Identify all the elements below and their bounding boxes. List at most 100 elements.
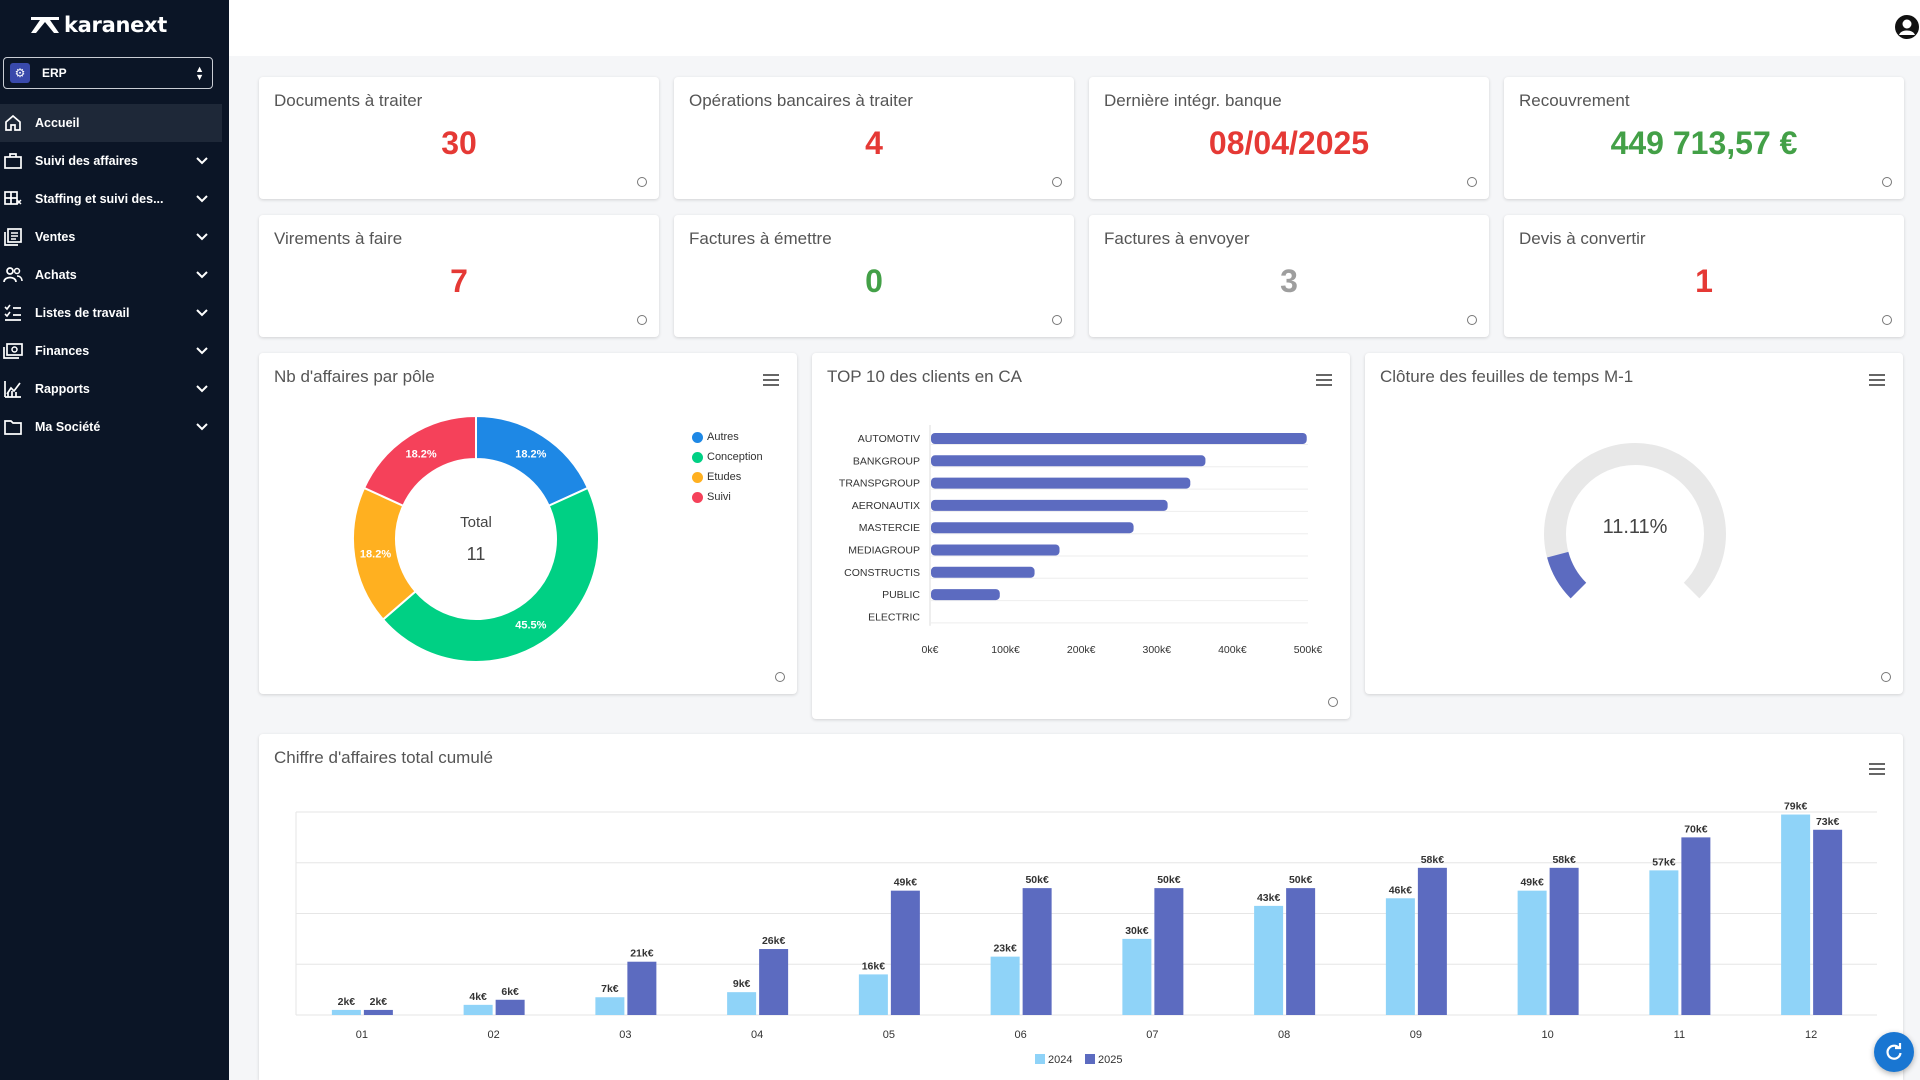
donut-slice-suivi[interactable] [362,414,477,508]
kpi-card-recouvrement[interactable]: Recouvrement 449 713,57 € [1504,77,1904,199]
sidebar-item-listes-travail[interactable]: Listes de travail [0,294,229,332]
refresh-circle-icon[interactable] [1467,177,1477,187]
bar-2024-06[interactable] [990,956,1020,1015]
legend-item-autres[interactable]: Autres [692,431,739,443]
bar-mastercie[interactable] [931,522,1134,534]
module-select[interactable]: ⚙ ERP ▲ ▼ [3,57,213,89]
refresh-circle-icon[interactable] [1467,315,1477,325]
donut-slice-autres[interactable] [475,414,590,508]
brand-logo[interactable]: karanext [0,0,229,50]
bar-constructis[interactable] [931,566,1035,578]
bar-2025-07[interactable] [1154,888,1184,1015]
sidebar-item-suivi-affaires[interactable]: Suivi des affaires [0,142,229,180]
bar-2025-01[interactable] [363,1009,393,1015]
bar-2024-12[interactable] [1781,814,1811,1015]
kpi-value: 1 [1695,263,1713,299]
refresh-circle-icon[interactable] [1882,177,1892,187]
bar-2024-04[interactable] [727,992,757,1015]
bar-2024-02[interactable] [463,1004,493,1015]
refresh-fab-button[interactable] [1874,1032,1914,1072]
bar-value-label: 6k€ [501,986,519,998]
sidebar-item-accueil[interactable]: Accueil [0,104,222,142]
legend-item-etudes[interactable]: Etudes [692,471,741,483]
bar-2025-02[interactable] [495,999,525,1015]
bar-2024-08[interactable] [1254,905,1284,1015]
chart-menu-icon[interactable] [1316,373,1332,387]
y-tick-label: MEDIAGROUP [848,545,920,557]
kpi-card-derniere-integr[interactable]: Dernière intégr. banque 08/04/2025 [1089,77,1489,199]
kpi-card-virements[interactable]: Virements à faire 7 [259,215,659,337]
bar-2025-09[interactable] [1417,867,1447,1015]
legend-item-conception[interactable]: Conception [692,451,763,463]
bar-2025-03[interactable] [627,961,657,1015]
sidebar-nav: Accueil Suivi des affaires Staffing et s… [0,104,229,446]
user-account-icon[interactable] [1894,14,1920,40]
chart-title: Nb d'affaires par pôle [274,367,435,386]
timesheet-gauge-card: Clôture des feuilles de temps M-1 11.11% [1365,353,1903,694]
kpi-value: 7 [450,263,468,299]
sidebar-item-label: Rapports [35,382,90,396]
chart-menu-icon[interactable] [1869,373,1885,387]
sidebar-item-ma-societe[interactable]: Ma Société [0,408,229,446]
sidebar-item-achats[interactable]: Achats [0,256,229,294]
refresh-circle-icon[interactable] [1052,315,1062,325]
bar-2025-12[interactable] [1813,829,1843,1015]
refresh-circle-icon[interactable] [1328,697,1338,707]
kpi-card-devis-convertir[interactable]: Devis à convertir 1 [1504,215,1904,337]
kpi-value: 0 [865,263,883,299]
legend-swatch-2024[interactable] [1035,1054,1045,1064]
bar-2024-07[interactable] [1122,938,1152,1015]
bar-automotiv[interactable] [931,433,1307,444]
money-icon [3,341,23,361]
kpi-card-factures-envoyer[interactable]: Factures à envoyer 3 [1089,215,1489,337]
sidebar-item-ventes[interactable]: Ventes [0,218,229,256]
bar-2025-06[interactable] [1022,888,1052,1015]
bar-bankgroup[interactable] [931,455,1206,467]
refresh-circle-icon[interactable] [637,177,647,187]
kpi-value: 449 713,57 € [1610,125,1798,161]
x-tick-label: 07 [1146,1029,1158,1041]
bar-aeronautix[interactable] [931,499,1168,511]
donut-slice-conception[interactable] [381,486,600,663]
refresh-circle-icon[interactable] [1881,672,1891,682]
legend-label: 2025 [1098,1054,1122,1066]
bar-2025-04[interactable] [759,949,789,1015]
kpi-value: 3 [1280,263,1298,299]
donut-chart-card: Nb d'affaires par pôle 18.2% 45.5% 18.2% 18… [259,353,797,694]
bar-2025-05[interactable] [890,890,920,1015]
refresh-circle-icon[interactable] [637,315,647,325]
kpi-title: Devis à convertir [1519,229,1646,248]
bar-2024-01[interactable] [331,1009,361,1015]
chart-menu-icon[interactable] [763,373,779,387]
sidebar-item-rapports[interactable]: Rapports [0,370,229,408]
x-tick-label: 400k€ [1218,644,1247,656]
kpi-card-factures-emettre[interactable]: Factures à émettre 0 [674,215,1074,337]
bar-2024-09[interactable] [1385,898,1415,1015]
bar-mediagroup[interactable] [931,544,1060,556]
chevron-down-icon [196,233,208,241]
kpi-card-documents[interactable]: Documents à traiter 30 [259,77,659,199]
sidebar-item-label: Suivi des affaires [35,154,138,168]
sidebar-item-finances[interactable]: Finances [0,332,229,370]
sidebar-item-staffing[interactable]: Staffing et suivi des... [0,180,229,218]
bar-2025-11[interactable] [1681,837,1711,1015]
legend-item-suivi[interactable]: Suivi [692,491,731,503]
bar-2024-03[interactable] [595,997,625,1015]
kpi-card-operations-bancaires[interactable]: Opérations bancaires à traiter 4 [674,77,1074,199]
refresh-circle-icon[interactable] [1052,177,1062,187]
bar-2024-05[interactable] [858,974,888,1015]
gauge-value-arc [1547,551,1587,599]
bar-transpgroup[interactable] [931,477,1191,489]
bar-2024-11[interactable] [1649,870,1679,1015]
legend-swatch-2025[interactable] [1085,1054,1095,1064]
bar-public[interactable] [931,589,1000,601]
bar-2025-10[interactable] [1549,867,1579,1015]
sidebar-item-label: Finances [35,344,90,358]
chart-menu-icon[interactable] [1869,762,1885,776]
x-tick-label: 500k€ [1294,644,1323,656]
refresh-circle-icon[interactable] [1882,315,1892,325]
bar-2024-10[interactable] [1517,890,1547,1015]
chevron-down-icon [196,271,208,279]
refresh-circle-icon[interactable] [775,672,785,682]
bar-2025-08[interactable] [1286,888,1316,1015]
